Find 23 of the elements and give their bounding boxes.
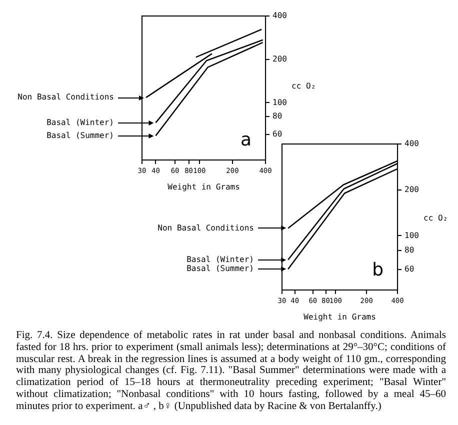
caption: Fig. 7.4. Size dependence of metabolic rates in rat under basal and nonbasal conditions. Animals fasted for 18 hrs. prior to experiment (small animals less); determinations at 29°–30°C; conditions of muscular rest. A break in the regression lines is assumed at a body weight of 110 gm., corresponding with many physiological changes (cf. Fig. 7.11). "Basal Summer" determinations were made with a climatization period of 15–18 hours at thermoneutrality preceding experiment; "Basal Winter" without climatization; "Nonbasal conditions" with 10 hours fasting, followed by a meal 45–60 minutes prior to experiment. a♂ , b♀ (Unpublished data by Racine & von Bertalanffy.) xyxy=(16,330,446,412)
y-axis-title: cc O₂ xyxy=(424,213,448,222)
y-tick-label: 200 xyxy=(272,54,288,64)
y-tick-label: 60 xyxy=(272,130,282,139)
annotation: b xyxy=(372,260,384,281)
y-tick-label: 400 xyxy=(404,139,420,148)
legend-label: Non Basal Conditions xyxy=(158,223,254,232)
legend-label: Basal (Summer) xyxy=(186,264,254,274)
y-tick-label: 80 xyxy=(272,112,282,121)
x-axis-title: Weight in Grams xyxy=(304,312,376,322)
annotation: a xyxy=(240,130,252,151)
y-tick-label: 200 xyxy=(404,184,420,194)
y-tick-label: 400 xyxy=(272,11,288,20)
y-tick-label: 60 xyxy=(404,264,414,274)
y-tick-label: 100 xyxy=(272,98,288,107)
x-axis-title: Weight in Grams xyxy=(168,182,240,192)
legend-label: Basal (Summer) xyxy=(46,130,114,140)
legend-label: Basal (Winter) xyxy=(46,118,114,127)
y-tick-label: 80 xyxy=(404,246,414,255)
y-tick-label: 100 xyxy=(404,230,420,240)
y-axis-title: cc O₂ xyxy=(292,81,316,90)
legend-label: Basal (Winter) xyxy=(186,254,254,264)
legend-label: Non Basal Conditions xyxy=(18,92,114,102)
